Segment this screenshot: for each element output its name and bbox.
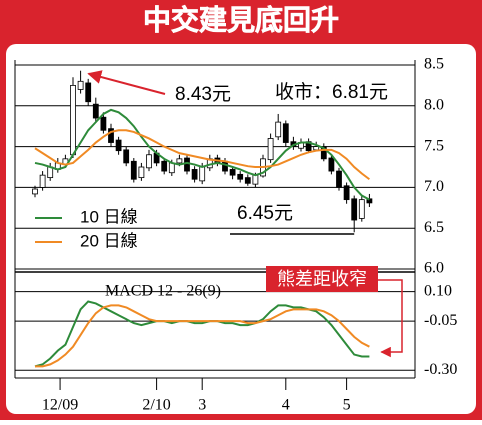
- y-tick-label: 8.0: [424, 96, 444, 113]
- panel-title: MACD 12 - 26(9): [105, 283, 221, 300]
- y-tick-label: 0.10: [424, 282, 452, 299]
- candle-body: [39, 174, 46, 188]
- line-series: [34, 129, 371, 181]
- x-tick-label: 4: [282, 397, 290, 414]
- candle-body: [108, 128, 114, 143]
- candle-body: [176, 158, 183, 164]
- candle-body: [343, 185, 350, 201]
- candle-body: [168, 162, 175, 174]
- candle-body: [244, 177, 251, 184]
- candle-body: [237, 173, 244, 180]
- candle-body: [92, 103, 99, 119]
- legend-label: 20 日線: [80, 231, 138, 250]
- y-tick-label: 7.5: [424, 137, 444, 154]
- candle-body: [130, 160, 137, 180]
- candle-body: [70, 85, 76, 156]
- annotation: 6.45元: [237, 203, 293, 224]
- candle-body: [229, 169, 236, 176]
- candle-body: [351, 198, 358, 221]
- candle-body: [358, 199, 365, 219]
- x-tick-label: 5: [343, 397, 351, 414]
- candle-body: [77, 80, 84, 90]
- y-tick-label: -0.05: [424, 312, 457, 329]
- candle-body: [184, 157, 190, 172]
- candle-body: [267, 138, 274, 161]
- candle-body: [313, 146, 320, 151]
- candle-body: [123, 149, 130, 164]
- candle-body: [115, 139, 122, 152]
- annotation-arrow: [378, 279, 403, 358]
- candle-body: [191, 169, 198, 180]
- annotation: 8.43元: [175, 84, 231, 105]
- annotation: 收市：6.81元: [275, 81, 388, 103]
- panel-bg: [6, 44, 476, 414]
- candle-body: [320, 146, 327, 160]
- annotation-arrow: [87, 70, 166, 95]
- line-series: [35, 304, 370, 368]
- y-tick-label: 6.5: [424, 219, 444, 236]
- candle-body: [222, 160, 228, 172]
- chart-title: 中交建見底回升: [143, 3, 339, 35]
- candle-body: [85, 82, 92, 103]
- x-tick-label: 12/09: [42, 397, 78, 414]
- x-tick-label: 2/10: [142, 397, 170, 414]
- candle-body: [275, 121, 282, 138]
- candle-body: [336, 170, 342, 188]
- y-tick-label: 8.5: [424, 56, 444, 73]
- candle-body: [146, 154, 152, 169]
- candle-body: [328, 157, 335, 172]
- annotation-box: [266, 266, 378, 292]
- candle-body: [199, 166, 206, 182]
- y-tick-label: 7.0: [424, 178, 444, 195]
- line-series: [34, 300, 370, 368]
- candle-body: [32, 188, 38, 195]
- line-series: [34, 108, 370, 201]
- candle-body: [161, 160, 168, 172]
- x-tick-label: 3: [198, 397, 206, 414]
- candle-body: [282, 123, 289, 143]
- annotation: 熊差距收窄: [277, 269, 367, 289]
- y-tick-label: -0.30: [424, 361, 457, 378]
- candle-body: [252, 174, 259, 185]
- y-tick-label: 6.0: [424, 260, 444, 277]
- candle-body: [100, 116, 107, 131]
- candle-body: [138, 166, 145, 179]
- legend-label: 10 日線: [80, 207, 138, 226]
